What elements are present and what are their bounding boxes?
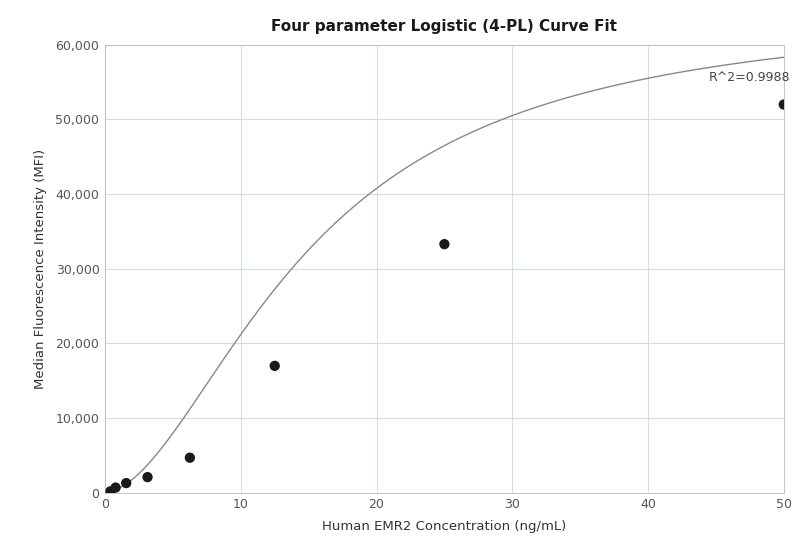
Point bbox=[120, 479, 133, 488]
Point bbox=[104, 487, 117, 496]
Title: Four parameter Logistic (4-PL) Curve Fit: Four parameter Logistic (4-PL) Curve Fit bbox=[271, 19, 617, 34]
Point bbox=[777, 100, 790, 109]
Point bbox=[109, 483, 122, 492]
X-axis label: Human EMR2 Concentration (ng/mL): Human EMR2 Concentration (ng/mL) bbox=[322, 520, 566, 533]
Text: R^2=0.9988: R^2=0.9988 bbox=[709, 71, 790, 83]
Point bbox=[438, 240, 451, 249]
Point bbox=[183, 453, 196, 462]
Y-axis label: Median Fluorescence Intensity (MFI): Median Fluorescence Intensity (MFI) bbox=[34, 149, 47, 389]
Point bbox=[141, 473, 154, 482]
Point bbox=[268, 361, 281, 370]
